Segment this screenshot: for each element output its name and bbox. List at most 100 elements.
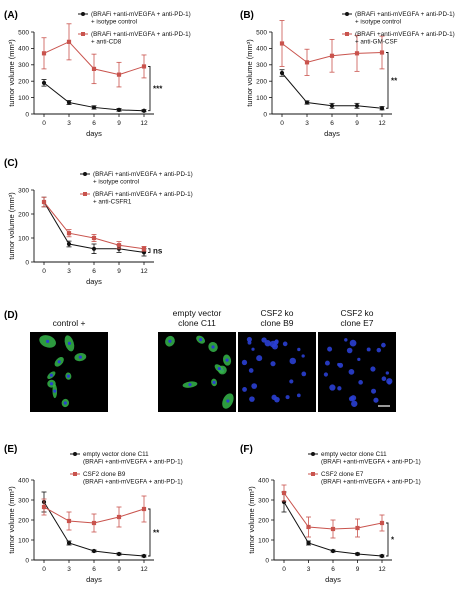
- chart-panel-b: (B) 0 100 200 300 400 500 0 3 6 9 12 days tumor volum…: [240, 10, 455, 138]
- legend: empty vector clone C11(BRAFi +anti-mVEGF…: [70, 451, 183, 486]
- nucleus: [289, 379, 294, 384]
- nucleus: [198, 338, 203, 342]
- nucleus: [324, 360, 330, 366]
- x-tick-label: 0: [282, 566, 286, 573]
- x-tick-label: 6: [92, 566, 96, 573]
- data-point: [306, 524, 311, 530]
- nucleus: [323, 372, 329, 377]
- significance-bracket: [386, 52, 389, 109]
- y-tick-label: 400: [18, 46, 29, 53]
- data-point: [379, 553, 385, 559]
- data-point: [66, 241, 72, 247]
- nucleus: [63, 401, 67, 405]
- legend-label: + anti-CD8: [91, 39, 122, 46]
- y-tick-label: 0: [25, 111, 29, 118]
- y-tick-label: 300: [256, 62, 267, 69]
- y-tick-label: 0: [265, 557, 269, 564]
- legend-label: + isotype control: [93, 179, 139, 186]
- x-axis-label: days: [325, 575, 341, 584]
- data-point: [279, 70, 285, 76]
- significance-label: *: [391, 536, 395, 545]
- nucleus: [346, 347, 353, 354]
- data-point: [91, 105, 97, 110]
- data-point: [41, 199, 47, 205]
- data-point: [66, 39, 72, 44]
- nucleus: [49, 382, 54, 386]
- data-point: [66, 100, 72, 105]
- chart-panel-a: (A) 0 100 200 300 400 500 0 3 6 9 12 days tumor volum…: [4, 10, 191, 138]
- y-tick-label: 200: [18, 517, 29, 524]
- nucleus: [373, 397, 379, 403]
- x-axis-label: days: [86, 277, 102, 286]
- nucleus: [358, 380, 363, 385]
- y-tick-label: 200: [256, 79, 267, 86]
- y-tick-label: 0: [25, 557, 29, 564]
- x-tick-label: 0: [42, 566, 46, 573]
- nucleus: [357, 357, 361, 362]
- data-point: [330, 548, 336, 554]
- y-tick-label: 300: [18, 62, 29, 69]
- data-point: [141, 108, 147, 113]
- x-tick-label: 9: [117, 268, 121, 275]
- y-tick-label: 200: [18, 79, 29, 86]
- legend-label: (BRAFi +anti-mVEGFA + anti-PD-1): [321, 479, 421, 486]
- y-tick-label: 0: [25, 259, 29, 266]
- nucleus: [211, 345, 215, 349]
- significance-label: ***: [153, 85, 163, 94]
- data-point: [329, 53, 335, 58]
- nucleus: [370, 366, 376, 372]
- data-point: [116, 107, 122, 112]
- nucleus: [241, 359, 248, 366]
- nucleus: [251, 347, 255, 351]
- significance-bracket: [386, 522, 389, 557]
- nucleus: [261, 337, 267, 343]
- legend: (BRAFi +anti-mVEGFA + anti-PD-1)+ isotyp…: [342, 11, 455, 46]
- x-tick-label: 0: [42, 268, 46, 275]
- x-axis-label: days: [86, 129, 102, 138]
- data-point: [355, 551, 360, 557]
- legend-label: + anti-CSFR1: [93, 199, 132, 206]
- legend: (BRAFi +anti-mVEGFA + anti-PD-1)+ isotyp…: [78, 11, 191, 46]
- y-axis-label: tumor volume (mm³): [245, 39, 254, 107]
- data-point: [304, 100, 310, 105]
- y-axis-label: tumor volume (mm³): [7, 39, 16, 107]
- nucleus: [387, 380, 392, 385]
- nucleus: [349, 339, 357, 347]
- series-black: [41, 79, 147, 113]
- data-point: [379, 520, 385, 526]
- legend-label: + anti-GM-CSF: [355, 39, 398, 46]
- nucleus: [249, 396, 255, 402]
- data-point: [329, 103, 335, 108]
- significance-label: **: [391, 76, 398, 85]
- micrograph-title: empty vector: [173, 308, 222, 318]
- legend-label: empty vector clone C11: [83, 451, 149, 458]
- legend-marker: [81, 12, 85, 16]
- significance-bracket: [148, 508, 151, 557]
- nucleus: [351, 400, 358, 407]
- legend: empty vector clone C11(BRAFi +anti-mVEGF…: [308, 451, 421, 486]
- x-tick-label: 12: [140, 268, 148, 275]
- nucleus: [337, 386, 342, 391]
- data-point: [91, 66, 97, 71]
- nucleus: [251, 383, 258, 389]
- y-tick-label: 500: [256, 29, 267, 36]
- panel-letter: (B): [240, 10, 254, 21]
- x-tick-label: 6: [330, 120, 334, 127]
- data-point: [116, 72, 122, 77]
- y-tick-label: 200: [258, 517, 269, 524]
- data-point: [66, 518, 72, 524]
- x-tick-label: 12: [140, 566, 148, 573]
- chart-panel-f: (F) 0 100 200 300 400 0 3 6 9 12 days tumor volume (…: [240, 444, 421, 584]
- x-tick-label: 6: [92, 120, 96, 127]
- legend-label: + isotype control: [91, 19, 137, 26]
- nucleus: [271, 343, 278, 350]
- micrograph-title: clone C11: [178, 318, 216, 328]
- data-point: [66, 231, 72, 236]
- data-point: [379, 106, 385, 111]
- nucleus: [53, 389, 57, 393]
- series-red: [41, 495, 147, 533]
- legend: (BRAFi +anti-mVEGFA + anti-PD-1)+ isotyp…: [80, 171, 193, 206]
- nucleus: [376, 347, 382, 353]
- legend-marker: [73, 452, 77, 456]
